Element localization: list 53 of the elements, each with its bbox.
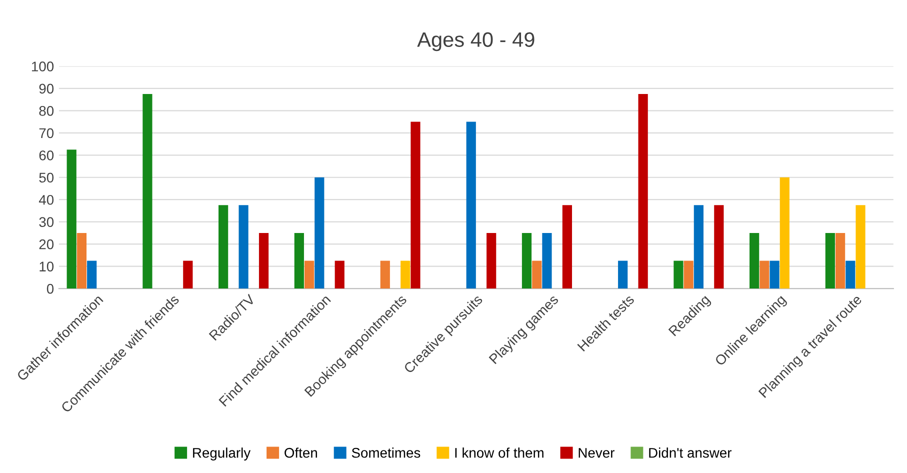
bar [825, 232, 835, 289]
bar [770, 260, 780, 289]
bar [542, 232, 552, 289]
y-tick-label: 60 [39, 150, 54, 160]
bar [760, 260, 770, 289]
bar [218, 205, 228, 289]
bar [380, 260, 390, 289]
bar [856, 205, 866, 289]
y-tick-label: 100 [32, 62, 54, 72]
bar [750, 232, 760, 289]
bar [294, 232, 304, 289]
bar [846, 260, 856, 289]
bar [142, 94, 152, 289]
y-tick-label: 90 [39, 84, 54, 94]
legend-label: Never [578, 448, 614, 458]
bar [410, 122, 420, 289]
chart-title: Ages 40 - 49 [417, 32, 534, 52]
y-tick-label: 30 [39, 217, 54, 228]
bar [486, 232, 496, 289]
bar [835, 232, 846, 289]
y-tick-label: 40 [38, 194, 54, 205]
bar [66, 150, 76, 289]
bar [183, 260, 193, 289]
bar [314, 177, 324, 289]
bar [562, 205, 572, 289]
y-tick-label: 0 [46, 284, 54, 294]
y-tick-label: 20 [39, 239, 54, 250]
bar [76, 232, 87, 289]
legend-label: Often [284, 448, 317, 458]
y-tick-label: 80 [39, 106, 54, 116]
bar [304, 260, 314, 289]
bar [258, 232, 269, 289]
y-tick-label: 70 [39, 128, 54, 138]
bar [238, 205, 248, 289]
bar [522, 232, 532, 289]
bar [532, 260, 542, 289]
bar [87, 260, 97, 289]
y-tick-label: 50 [39, 172, 54, 183]
y-tick-label: 10 [40, 262, 54, 272]
bar [780, 177, 790, 289]
bar [684, 260, 694, 289]
legend-label: Regularly [193, 448, 251, 460]
bar [638, 94, 648, 289]
legend-label: Sometimes [352, 448, 420, 458]
bar [334, 260, 344, 289]
bar [674, 260, 684, 289]
bar [400, 260, 410, 289]
bar [714, 205, 724, 289]
legend-label: I know of them [455, 448, 544, 458]
bar [466, 122, 476, 289]
legend-label: Didn't answer [649, 448, 732, 458]
bar [618, 260, 628, 289]
bar [694, 205, 704, 289]
